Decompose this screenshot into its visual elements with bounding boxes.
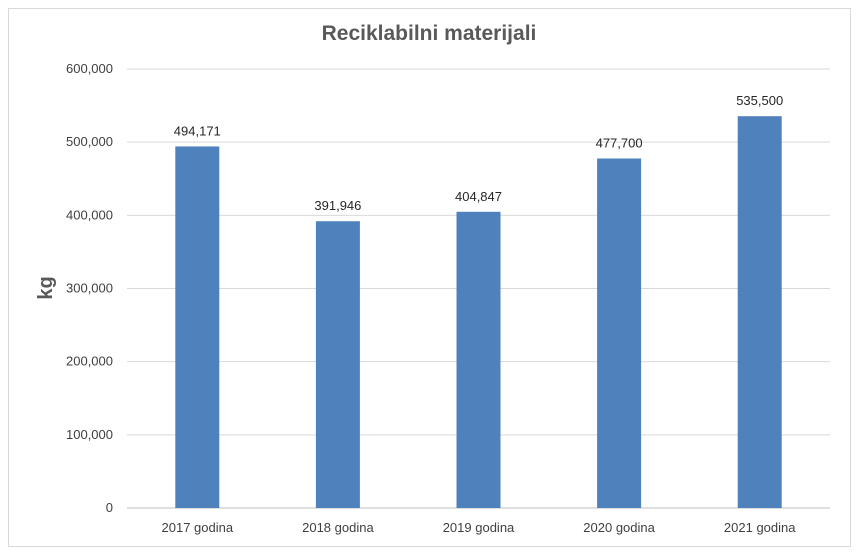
bar — [737, 116, 782, 508]
data-label: 477,700 — [596, 135, 643, 150]
y-tick-label: 500,000 — [66, 134, 113, 149]
y-tick-label: 400,000 — [66, 207, 113, 222]
y-tick-label: 300,000 — [66, 281, 113, 296]
bar — [175, 146, 220, 508]
bar — [597, 158, 642, 508]
data-label: 535,500 — [736, 93, 783, 108]
bar — [315, 221, 360, 508]
data-label: 391,946 — [314, 198, 361, 213]
chart-frame — [8, 8, 851, 547]
data-labels: 494,171 391,946 404,847 477,700 535,500 — [174, 93, 783, 213]
y-axis-label: kg — [35, 276, 57, 299]
x-axis-ticks: 2017 godina 2018 godina 2019 godina 2020 go… — [162, 520, 797, 535]
bars — [175, 116, 782, 509]
bar — [456, 211, 501, 509]
y-tick-label: 100,000 — [66, 427, 113, 442]
y-tick-label: 600,000 — [66, 61, 113, 76]
data-label: 494,171 — [174, 123, 221, 138]
x-tick-label: 2020 godina — [583, 520, 655, 535]
x-tick-label: 2019 godina — [443, 520, 515, 535]
x-tick-label: 2021 godina — [724, 520, 796, 535]
y-axis-ticks: 0 100,000 200,000 300,000 400,000 500,000 600,… — [66, 61, 113, 515]
x-tick-label: 2017 godina — [162, 520, 234, 535]
data-label: 404,847 — [455, 189, 502, 204]
x-tick-label: 2018 godina — [302, 520, 374, 535]
chart-title: Reciklabilni materijali — [322, 22, 537, 45]
y-tick-label: 0 — [106, 500, 113, 515]
y-tick-label: 200,000 — [66, 354, 113, 369]
